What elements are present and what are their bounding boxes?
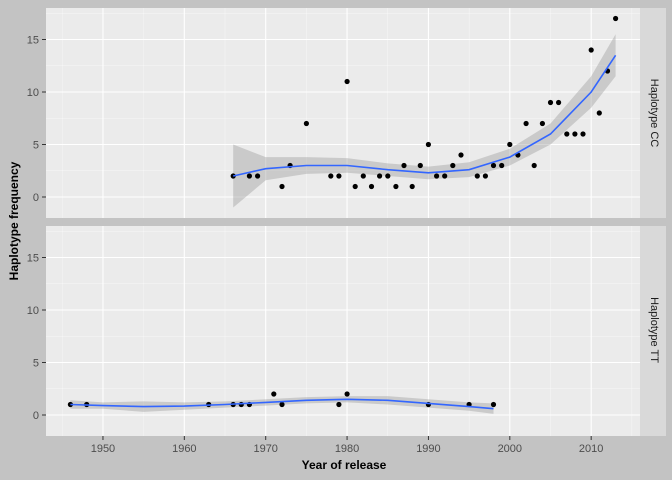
y-tick-label: 0 <box>33 192 39 204</box>
data-point <box>588 47 594 53</box>
data-point <box>482 173 488 179</box>
data-point <box>499 162 505 169</box>
data-point <box>572 131 578 137</box>
data-point <box>596 110 602 116</box>
strip-background <box>640 8 666 218</box>
smooth-trend-line <box>70 398 494 410</box>
data-point <box>507 141 513 148</box>
data-point <box>360 173 366 179</box>
data-point <box>442 173 448 179</box>
data-point <box>344 78 350 85</box>
data-point <box>409 183 415 190</box>
strip-label-cc: Haplotype CC <box>648 79 660 148</box>
y-tick-label: 5 <box>33 358 39 370</box>
data-point <box>385 173 391 179</box>
y-tick-label: 5 <box>33 140 39 152</box>
data-point <box>230 173 236 179</box>
panel-haplotype-tt: 0 5 10 15 <box>27 226 666 436</box>
data-point <box>490 162 497 169</box>
data-point <box>458 152 464 158</box>
data-point <box>539 120 546 127</box>
data-point <box>368 183 375 190</box>
x-tick-label: 2000 <box>498 443 522 455</box>
data-point <box>564 131 570 137</box>
data-point <box>279 183 285 190</box>
panel-background <box>46 8 640 218</box>
data-point <box>271 391 277 397</box>
data-point <box>303 120 309 127</box>
x-tick-label: 1970 <box>253 443 277 455</box>
strip-label-tt: Haplotype TT <box>648 297 660 363</box>
y-axis-title: Haplotype frequency <box>7 161 21 280</box>
x-tick-label: 1960 <box>172 443 196 455</box>
data-point <box>474 173 480 179</box>
data-point <box>425 141 431 148</box>
data-point <box>434 173 440 179</box>
data-point <box>255 173 261 179</box>
x-axis-ticks: 1950 1960 1970 1980 1990 2000 2010 <box>91 436 603 455</box>
panel-haplotype-cc: 0 5 10 15 <box>27 8 666 218</box>
y-tick-label: 15 <box>27 253 39 265</box>
data-point <box>490 401 497 408</box>
data-point <box>556 99 562 106</box>
data-point <box>580 131 586 137</box>
data-point <box>393 183 399 190</box>
data-point <box>613 15 619 22</box>
data-point <box>450 162 456 169</box>
data-point <box>523 120 529 127</box>
confidence-ribbon <box>233 34 616 208</box>
y-tick-label: 10 <box>27 87 39 99</box>
strip-background <box>640 226 666 436</box>
data-point <box>328 173 334 179</box>
data-point <box>246 173 252 179</box>
data-point <box>417 162 423 169</box>
y-tick-label: 0 <box>33 410 39 422</box>
y-tick-label: 10 <box>27 305 39 317</box>
data-point <box>344 391 350 397</box>
x-axis-title: Year of release <box>302 458 387 472</box>
panel-background <box>46 226 640 436</box>
data-point <box>531 162 537 169</box>
x-tick-label: 1990 <box>416 443 440 455</box>
data-point <box>547 99 554 106</box>
y-tick-label: 15 <box>27 35 39 47</box>
data-point <box>352 183 358 190</box>
data-point <box>336 401 342 408</box>
smooth-trend-line <box>233 54 617 177</box>
data-point <box>279 401 285 408</box>
data-point <box>336 173 342 179</box>
data-point <box>377 173 383 179</box>
data-point <box>401 162 407 169</box>
x-tick-label: 2010 <box>579 443 603 455</box>
x-tick-label: 1980 <box>335 443 359 455</box>
x-tick-label: 1950 <box>91 443 115 455</box>
